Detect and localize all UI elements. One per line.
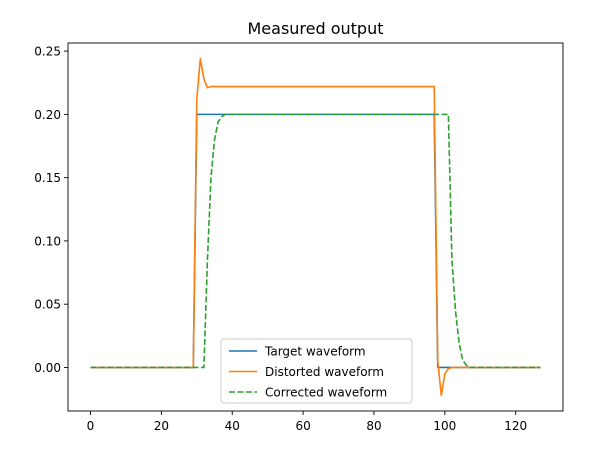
- y-tick-label: 0.20: [34, 108, 61, 122]
- x-tick-label: 60: [295, 419, 310, 433]
- legend: Target waveform Distorted waveform Correct…: [220, 338, 413, 404]
- series-line-3: [90, 113, 541, 369]
- legend-label: Corrected waveform: [265, 386, 387, 400]
- series-line-2: [90, 57, 541, 397]
- x-tick-label: 40: [225, 419, 240, 433]
- legend-box: [220, 338, 413, 404]
- x-tick-label: 120: [504, 419, 527, 433]
- x-tick-label: 0: [87, 419, 95, 433]
- x-tick-label: 80: [366, 419, 381, 433]
- x-axis: 0 20 40 60 80 100 120: [87, 411, 527, 433]
- legend-label: Target waveform: [264, 345, 366, 359]
- x-tick-label: 20: [154, 419, 169, 433]
- plot-frame: [67, 42, 564, 412]
- y-tick-label: 0.25: [34, 45, 61, 59]
- y-tick-label: 0.10: [34, 234, 61, 248]
- y-axis: 0.00 0.05 0.10 0.15 0.20 0.25: [34, 45, 68, 375]
- legend-label: Distorted waveform: [265, 365, 384, 379]
- y-tick-label: 0.00: [34, 361, 61, 375]
- y-tick-label: 0.05: [34, 298, 61, 312]
- chart-title: Measured output: [247, 19, 383, 38]
- series-group: [90, 57, 541, 397]
- y-tick-label: 0.15: [34, 171, 61, 185]
- plot-area: [67, 42, 564, 412]
- x-tick-label: 100: [433, 419, 456, 433]
